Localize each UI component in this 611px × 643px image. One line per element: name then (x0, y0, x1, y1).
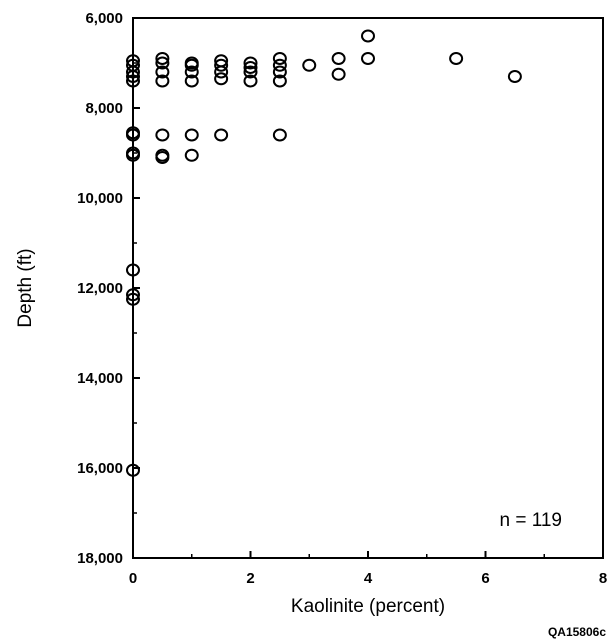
data-point (184, 128, 199, 142)
figure-id-label: QA15806c (548, 625, 606, 639)
data-point (214, 72, 229, 86)
data-points (126, 29, 522, 477)
data-point (184, 74, 199, 88)
data-point (272, 65, 287, 79)
y-axis-title: Depth (ft) (15, 248, 36, 327)
data-point (243, 61, 258, 74)
x-tick-label: 2 (246, 570, 254, 587)
x-axis-ticks: 0 2 4 6 8 (129, 551, 607, 587)
data-point (184, 58, 199, 72)
data-point (272, 52, 287, 65)
plot-frame (132, 17, 604, 559)
data-point (155, 56, 170, 70)
data-point (272, 128, 287, 142)
data-point (361, 29, 375, 43)
data-point (126, 65, 140, 79)
data-point (331, 67, 346, 81)
data-point (126, 288, 140, 302)
y-tick-label: 14,000 (77, 370, 123, 387)
y-axis-ticks: 6,000 8,000 10,000 12,000 14,000 16,000 18,000 (77, 10, 140, 567)
data-point (272, 74, 287, 88)
data-point (184, 148, 199, 162)
data-point (155, 151, 170, 164)
x-tick-label: 4 (364, 570, 373, 587)
data-point (155, 52, 170, 65)
data-point (214, 58, 229, 72)
data-point (302, 58, 317, 72)
data-point (126, 292, 140, 306)
data-point (126, 463, 140, 477)
data-point (155, 128, 170, 142)
data-point (331, 52, 346, 65)
y-tick-label: 8,000 (85, 100, 123, 117)
data-point (126, 148, 140, 162)
y-tick-label: 18,000 (77, 550, 123, 567)
data-point (243, 56, 258, 70)
data-point (214, 128, 229, 142)
data-point (214, 65, 229, 79)
x-tick-label: 6 (481, 570, 489, 587)
y-tick-label: 12,000 (77, 280, 123, 297)
data-point (126, 263, 140, 277)
sample-count-annotation: n = 119 (499, 510, 562, 531)
data-point (184, 65, 199, 79)
data-point (361, 52, 375, 65)
data-point (126, 70, 140, 83)
data-point (126, 128, 140, 142)
data-point (155, 74, 170, 88)
x-tick-label: 8 (599, 570, 607, 587)
data-point (507, 70, 522, 83)
data-point (272, 58, 287, 72)
data-point (243, 74, 258, 88)
y-tick-label: 6,000 (85, 10, 123, 27)
y-tick-label: 16,000 (77, 460, 123, 477)
data-point (243, 65, 258, 79)
y-tick-label: 10,000 (77, 190, 123, 207)
data-point (155, 65, 170, 79)
x-tick-label: 0 (129, 570, 137, 587)
data-point (126, 74, 140, 88)
x-axis-title: Kaolinite (percent) (291, 596, 445, 617)
data-point (449, 52, 464, 65)
